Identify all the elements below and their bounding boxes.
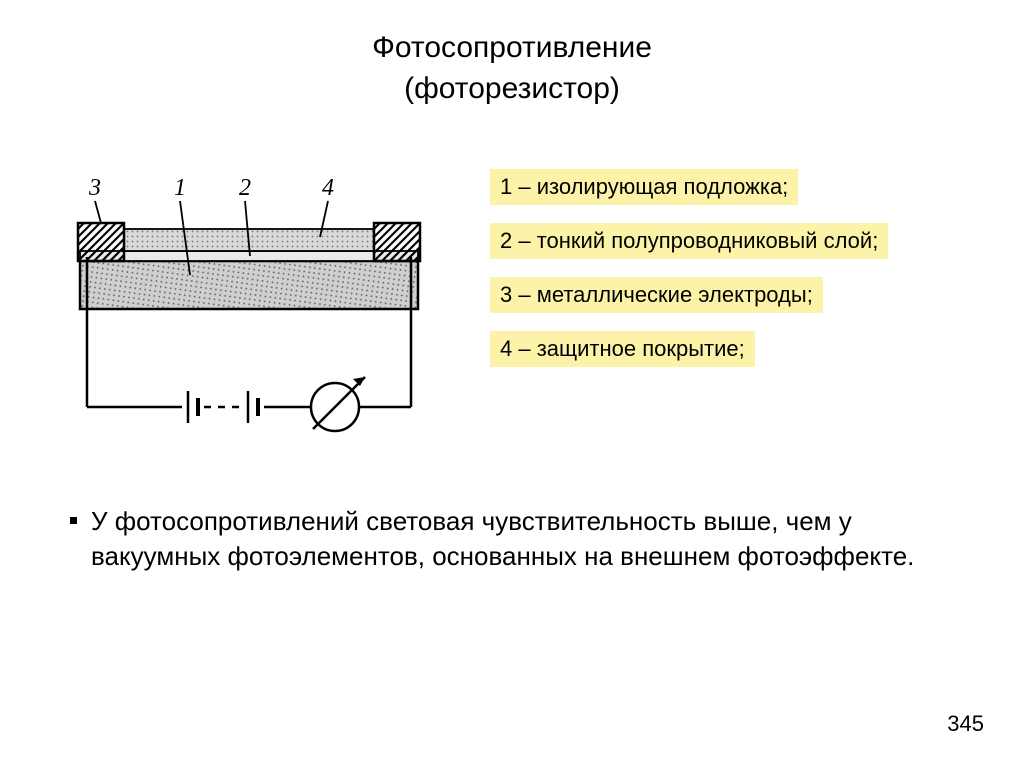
- legend-column: 1 – изолирующая подложка; 2 – тонкий пол…: [490, 149, 1024, 464]
- bullet-text: У фотосопротивлений световая чувствитель…: [91, 504, 924, 574]
- svg-text:4: 4: [322, 175, 334, 201]
- legend-item-4: 4 – защитное покрытие;: [490, 331, 755, 367]
- slide-title: Фотосопротивление (фоторезистор): [0, 0, 1024, 109]
- bullet-dot-icon: [70, 517, 77, 524]
- legend-item-1: 1 – изолирующая подложка;: [490, 169, 798, 205]
- legend-item-3: 3 – металлические электроды;: [490, 277, 823, 313]
- bullet-row: У фотосопротивлений световая чувствитель…: [70, 504, 924, 574]
- svg-text:2: 2: [239, 175, 251, 201]
- title-line-2: (фоторезистор): [404, 72, 620, 105]
- legend-item-2: 2 – тонкий полупроводниковый слой;: [490, 223, 888, 259]
- svg-text:1: 1: [174, 175, 186, 201]
- diagram-column: 3 1 2 4: [0, 149, 490, 464]
- page-number: 345: [947, 711, 984, 737]
- photoresistor-diagram: 3 1 2 4: [60, 159, 470, 459]
- content-row: 3 1 2 4 1 – изолирующая подложка; 2 – тонки…: [0, 149, 1024, 464]
- bullet-block: У фотосопротивлений световая чувствитель…: [0, 504, 1024, 574]
- title-line-1: Фотосопротивление: [372, 31, 652, 64]
- svg-text:3: 3: [88, 175, 101, 201]
